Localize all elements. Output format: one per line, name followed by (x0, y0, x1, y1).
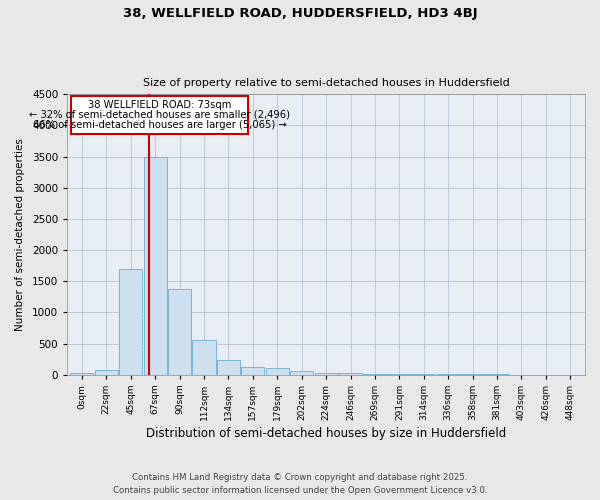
Text: Contains HM Land Registry data © Crown copyright and database right 2025.
Contai: Contains HM Land Registry data © Crown c… (113, 474, 487, 495)
Bar (168, 288, 191, 374)
Bar (119, 269, 142, 374)
Bar (314, 373, 338, 374)
X-axis label: Distribution of semi-detached houses by size in Huddersfield: Distribution of semi-detached houses by … (146, 427, 506, 440)
Bar (290, 371, 313, 374)
FancyBboxPatch shape (71, 96, 248, 134)
Bar (70, 373, 94, 374)
Bar (266, 368, 289, 374)
Text: 66% of semi-detached houses are larger (5,065) →: 66% of semi-detached houses are larger (… (32, 120, 286, 130)
Text: 38 WELLFIELD ROAD: 73sqm: 38 WELLFIELD ROAD: 73sqm (88, 100, 231, 110)
Bar (95, 370, 118, 374)
Bar (217, 360, 240, 374)
Text: ← 32% of semi-detached houses are smaller (2,496): ← 32% of semi-detached houses are smalle… (29, 110, 290, 120)
Bar (241, 366, 265, 374)
Text: 38, WELLFIELD ROAD, HUDDERSFIELD, HD3 4BJ: 38, WELLFIELD ROAD, HUDDERSFIELD, HD3 4B… (122, 8, 478, 20)
Bar (143, 156, 167, 374)
Y-axis label: Number of semi-detached properties: Number of semi-detached properties (15, 138, 25, 331)
Title: Size of property relative to semi-detached houses in Huddersfield: Size of property relative to semi-detach… (143, 78, 509, 88)
Bar (193, 340, 215, 374)
